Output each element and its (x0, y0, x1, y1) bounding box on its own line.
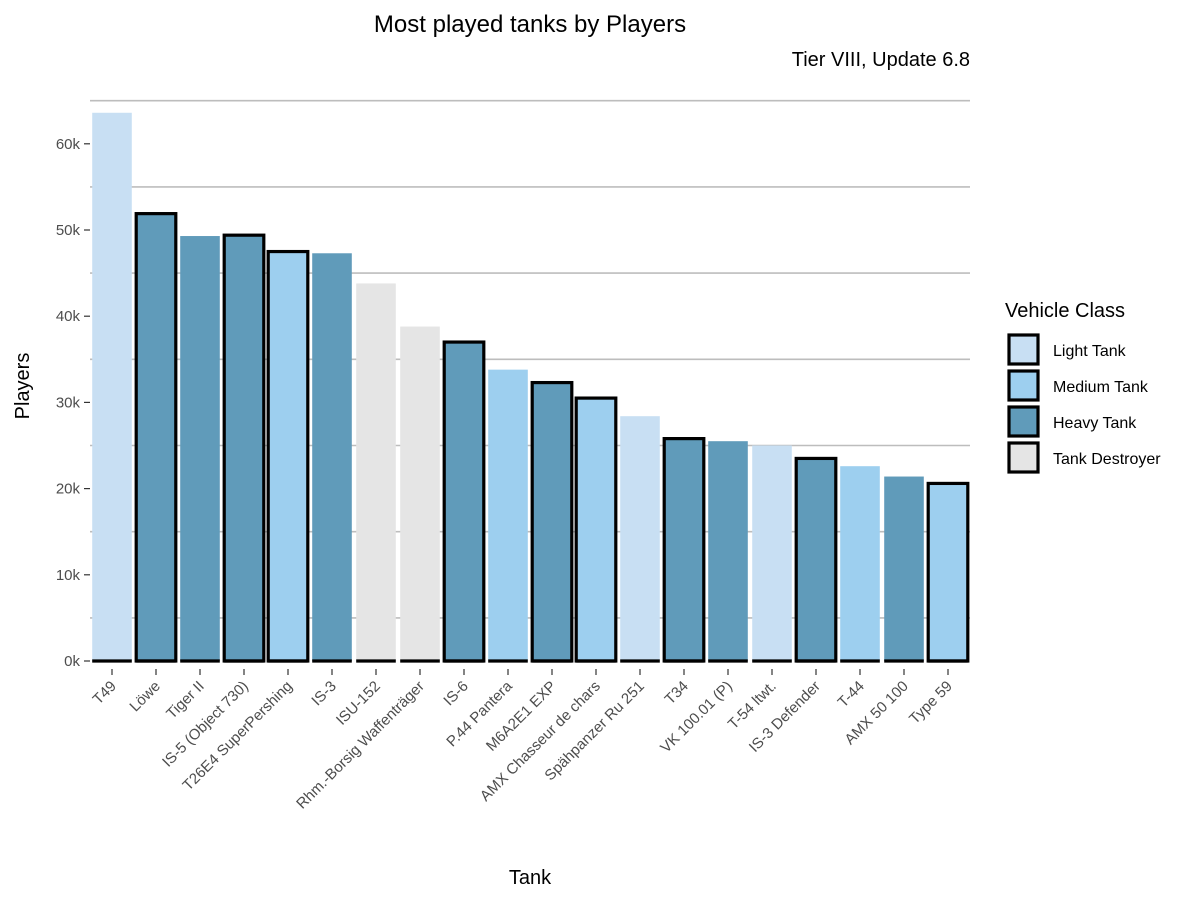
grid-layer (90, 99, 970, 619)
y-tick-label: 50k (56, 222, 81, 239)
chart-subtitle: Tier VIII, Update 6.8 (792, 49, 970, 71)
bar (400, 326, 440, 661)
x-tick-label: IS-3 (308, 678, 339, 709)
y-axis: 0k 10k 20k 30k 40k 50k 60k (56, 136, 90, 670)
y-tick-label: 30k (56, 394, 81, 411)
x-tick-label: T34 (662, 678, 692, 708)
bar (488, 369, 528, 661)
bar (926, 481, 970, 663)
legend-label: Medium Tank (1053, 379, 1149, 396)
bar (662, 437, 706, 663)
y-tick-label: 0k (64, 653, 80, 670)
bar (134, 212, 178, 663)
y-tick-label: 10k (56, 567, 81, 584)
legend-title: Vehicle Class (1005, 300, 1125, 322)
legend-label: Tank Destroyer (1053, 451, 1161, 468)
legend-swatch (1007, 333, 1040, 366)
bar (840, 466, 880, 661)
bar (708, 441, 748, 661)
bars-layer (92, 112, 970, 663)
bar (312, 253, 352, 662)
x-tick-label: IS-6 (440, 678, 471, 709)
legend: Vehicle Class Light Tank Medium Tank Heavy… (1005, 300, 1161, 474)
x-tick-label: T49 (90, 678, 120, 708)
y-tick-label: 40k (56, 308, 81, 325)
legend-swatch (1007, 405, 1040, 438)
legend-swatch (1007, 369, 1040, 402)
legend-swatch (1007, 441, 1040, 474)
bar (266, 249, 310, 663)
bar (884, 476, 924, 661)
bar (442, 340, 486, 663)
y-tick-label: 60k (56, 136, 81, 153)
bar (356, 283, 396, 661)
bar (180, 236, 220, 661)
x-tick-label: Type 59 (906, 678, 956, 728)
bar (222, 233, 266, 663)
x-axis-title: Tank (509, 867, 552, 889)
bar (620, 416, 660, 661)
y-tick-label: 20k (56, 481, 81, 498)
x-tick-label: T-44 (835, 678, 868, 711)
legend-label: Heavy Tank (1053, 415, 1137, 432)
legend-label: Light Tank (1053, 343, 1127, 360)
bar (530, 380, 574, 663)
bar (92, 112, 132, 661)
bar (752, 445, 792, 661)
y-axis-title: Players (12, 353, 34, 420)
chart-title: Most played tanks by Players (374, 11, 686, 38)
bar (794, 456, 838, 663)
bar (574, 396, 618, 663)
x-tick-label: Löwe (126, 678, 163, 715)
